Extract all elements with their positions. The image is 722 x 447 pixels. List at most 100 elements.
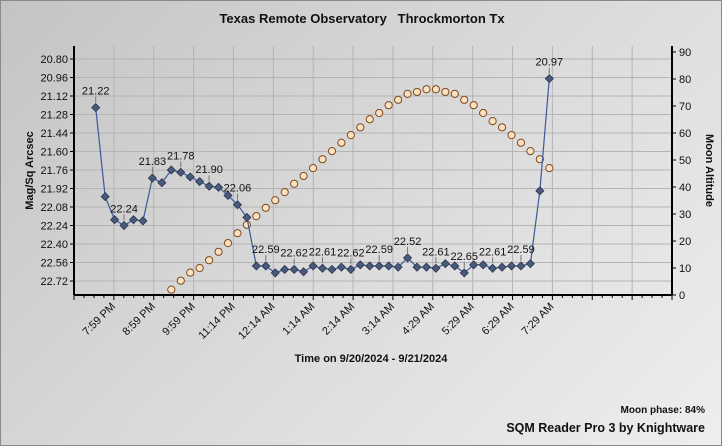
sqm-point <box>516 261 526 271</box>
moon-altitude-point <box>526 146 535 156</box>
data-label: 21.83 <box>139 156 167 168</box>
sqm-point <box>251 261 261 271</box>
footer-credit: SQM Reader Pro 3 by Knightware <box>506 421 705 435</box>
sqm-point <box>506 261 517 271</box>
moon-altitude-point <box>403 89 412 98</box>
data-label: 21.22 <box>82 86 110 98</box>
moon-altitude-point <box>186 268 195 277</box>
y2-tick-label: 0 <box>679 290 685 302</box>
sqm-point <box>299 267 309 277</box>
y-tick-label: 21.28 <box>40 110 68 122</box>
y-tick-label: 21.44 <box>40 128 68 140</box>
data-label: 22.06 <box>224 183 252 195</box>
moon-altitude-point <box>384 101 393 110</box>
sqm-point <box>544 74 554 84</box>
sqm-point <box>289 264 299 275</box>
moon-altitude-point <box>479 108 488 118</box>
x-tick-label: 6:29 AM <box>480 301 517 338</box>
y-tick-label: 22.72 <box>40 276 68 288</box>
data-label: 22.62 <box>280 247 308 259</box>
data-label: 21.90 <box>195 164 223 176</box>
sqm-point <box>393 262 403 272</box>
moon-altitude-point <box>516 138 526 147</box>
sqm-point <box>374 261 384 271</box>
y-tick-label: 22.56 <box>40 258 68 270</box>
moon-altitude-point <box>356 123 365 132</box>
y-tick-label: 21.12 <box>40 91 68 103</box>
moon-altitude-point <box>460 95 469 104</box>
moon-altitude-point <box>252 212 261 221</box>
y2-tick-label: 80 <box>679 74 691 86</box>
sqm-point <box>308 261 318 271</box>
moon-altitude-point <box>535 155 544 164</box>
moon-altitude-point <box>261 203 270 212</box>
y-axis-title: Mag/Sq Arcsec <box>24 131 36 209</box>
sqm-point <box>91 102 101 113</box>
sqm-point <box>138 216 148 226</box>
data-label: 20.97 <box>536 57 564 69</box>
moon-altitude-point <box>431 85 440 94</box>
y-tick-label: 21.60 <box>40 147 68 159</box>
y2-tick-label: 60 <box>679 128 691 140</box>
data-label: 22.59 <box>252 244 280 256</box>
moon-altitude-point <box>327 146 337 156</box>
x-tick-label: 9:59 PM <box>160 301 197 338</box>
sqm-point <box>110 215 120 225</box>
y2-tick-label: 70 <box>679 101 691 113</box>
sqm-point <box>195 176 205 187</box>
y2-tick-label: 30 <box>679 209 691 221</box>
moon-altitude-point <box>507 131 516 140</box>
x-tick-label: 4:29 AM <box>400 301 437 338</box>
moon-altitude-point <box>290 179 299 188</box>
sqm-point <box>270 268 280 278</box>
moon-altitude-point <box>223 239 233 248</box>
data-label: 22.59 <box>365 244 393 256</box>
moon-altitude-point <box>280 188 289 197</box>
sqm-point <box>525 259 535 269</box>
sqm-point <box>336 262 346 272</box>
sqm-point <box>317 263 328 273</box>
sqm-point <box>497 262 507 272</box>
y2-tick-label: 90 <box>679 47 691 59</box>
moon-altitude-point <box>214 247 223 256</box>
sqm-point <box>147 173 157 183</box>
sqm-point <box>176 167 186 177</box>
sqm-point <box>535 186 545 196</box>
moon-altitude-point <box>318 155 327 164</box>
y-tick-label: 22.40 <box>40 239 68 251</box>
moon-altitude-point <box>299 171 308 181</box>
x-tick-label: 7:59 PM <box>81 301 118 338</box>
data-label: 22.52 <box>394 236 422 248</box>
sqm-point <box>384 261 394 271</box>
y-tick-label: 22.24 <box>40 221 68 233</box>
y2-tick-label: 40 <box>679 182 691 194</box>
sqm-point <box>261 261 271 271</box>
sqm-point <box>327 264 337 275</box>
sqm-point <box>412 262 422 272</box>
moon-altitude-point <box>488 117 497 126</box>
moon-altitude-point <box>167 285 176 294</box>
sqm-point <box>459 268 469 278</box>
y2-tick-label: 20 <box>679 236 691 248</box>
x-tick-label: 3:14 AM <box>360 301 397 338</box>
sqm-point <box>232 200 243 210</box>
moon-altitude-point <box>176 276 185 285</box>
sqm-point <box>185 172 195 182</box>
sqm-point <box>440 259 450 269</box>
y-tick-label: 21.76 <box>40 165 68 177</box>
y-tick-label: 20.80 <box>40 54 68 66</box>
y2-tick-label: 50 <box>679 155 691 167</box>
moon-altitude-point <box>469 101 478 110</box>
data-label: 22.62 <box>337 247 365 259</box>
moon-altitude-point <box>375 108 384 118</box>
sqm-point <box>431 263 441 273</box>
sqm-point <box>280 264 290 275</box>
moon-altitude-point <box>450 89 459 98</box>
x-tick-label: 7:29 AM <box>519 301 556 338</box>
moon-altitude-point <box>205 256 214 265</box>
data-label: 22.61 <box>422 246 450 258</box>
data-label: 22.61 <box>479 246 507 258</box>
moon-altitude-point <box>422 85 431 94</box>
